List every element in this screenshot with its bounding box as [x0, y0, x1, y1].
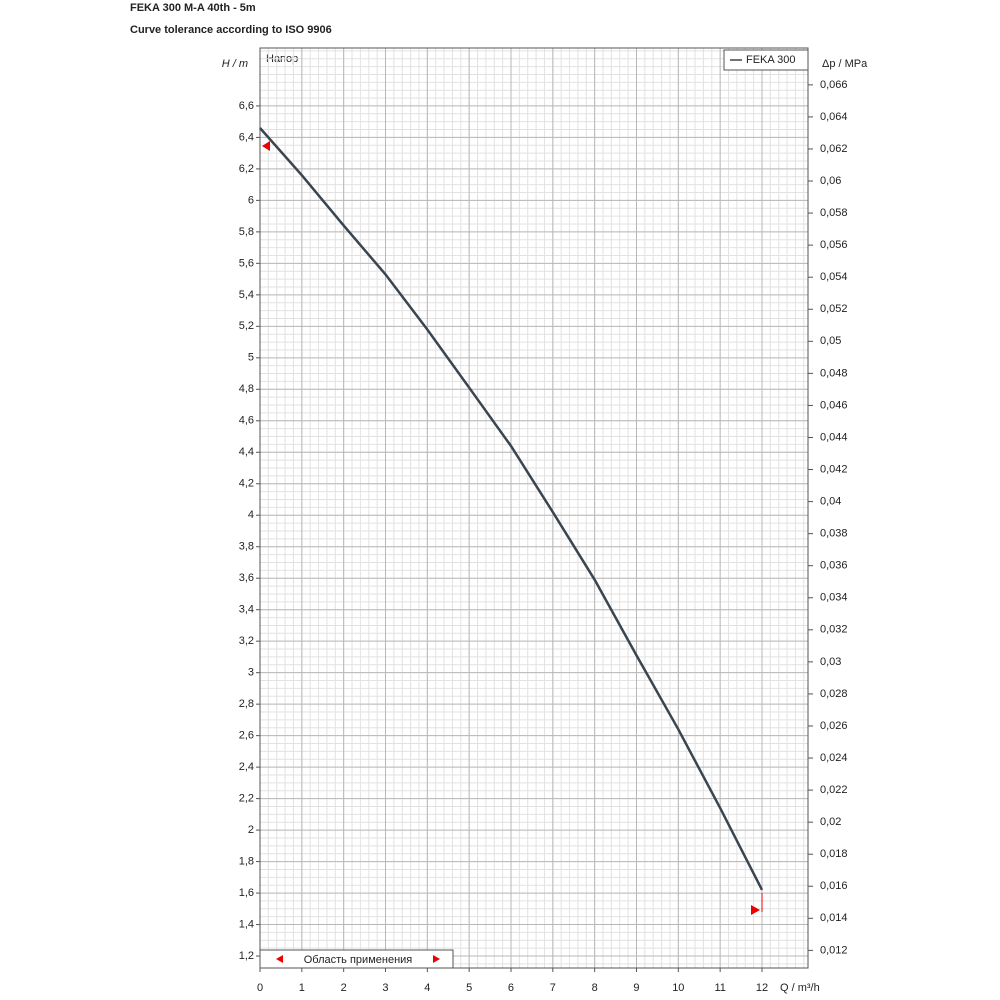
y-tick-label: 1,4	[239, 918, 254, 930]
range-box	[259, 949, 454, 969]
y2-tick-label: 0,042	[820, 463, 848, 475]
y-tick-label: 3,8	[239, 541, 254, 553]
range-arrow-left	[276, 955, 283, 963]
y-tick-label: 5,2	[239, 320, 254, 332]
y-tick-label: 5,6	[239, 257, 254, 269]
y-tick-label: 4	[248, 509, 254, 521]
plot-frame	[259, 47, 809, 969]
y2-tick-label: 0,032	[820, 624, 848, 636]
y-tick-label: 4,6	[239, 415, 254, 427]
y-tick-label: 6,6	[239, 100, 254, 112]
y-tick-label: 1,6	[239, 887, 254, 899]
y2-tick-label: 0,026	[820, 720, 848, 732]
y-tick-label: 2,4	[239, 761, 254, 773]
y2-tick-label: 0,044	[820, 431, 848, 443]
y2-tick-label: 0,05	[820, 335, 841, 347]
y-tick-label: 4,2	[239, 478, 254, 490]
y-tick-label: 6	[248, 194, 254, 206]
chart-subtitle: Curve tolerance according to ISO 9906	[130, 24, 332, 36]
y2-tick-label: 0,02	[820, 816, 841, 828]
y-tick-label: 3,4	[239, 604, 254, 616]
y2-tick-label: 0,036	[820, 560, 848, 572]
y2-tick-label: 0,062	[820, 143, 848, 155]
tolerance-marker	[751, 905, 760, 915]
x-tick-label: 8	[592, 982, 598, 994]
y2-tick-label: 0,018	[820, 848, 848, 860]
y2-tick-label: 0,058	[820, 207, 848, 219]
y2-tick-label: 0,028	[820, 688, 848, 700]
y-tick-label: 5	[248, 352, 254, 364]
y-tick-label: 3,6	[239, 572, 254, 584]
x-tick-label: 3	[382, 982, 388, 994]
y2-tick-label: 0,054	[820, 271, 848, 283]
y-tick-label: 6,2	[239, 163, 254, 175]
y2-axis-label: Δp / MPa	[822, 58, 868, 70]
y2-tick-label: 0,04	[820, 495, 841, 507]
x-tick-label: 1	[299, 982, 305, 994]
y-tick-label: 3,2	[239, 635, 254, 647]
x-tick-label: 0	[257, 982, 263, 994]
y2-tick-label: 0,048	[820, 367, 848, 379]
x-tick-label: 10	[672, 982, 684, 994]
y2-tick-label: 0,016	[820, 880, 848, 892]
y-tick-label: 2,2	[239, 793, 254, 805]
x-tick-label: 4	[424, 982, 430, 994]
y-tick-label: 4,8	[239, 383, 254, 395]
y2-tick-label: 0,066	[820, 79, 848, 91]
y2-tick-label: 0,014	[820, 912, 848, 924]
y2-tick-label: 0,038	[820, 528, 848, 540]
x-tick-label: 12	[756, 982, 768, 994]
y2-tick-label: 0,034	[820, 592, 848, 604]
legend-label: FEKA 300	[746, 54, 796, 66]
y-tick-label: 1,8	[239, 855, 254, 867]
series-line	[259, 127, 764, 891]
y2-tick-label: 0,024	[820, 752, 848, 764]
y2-tick-label: 0,056	[820, 239, 848, 251]
y2-tick-label: 0,064	[820, 111, 848, 123]
y2-tick-label: 0,046	[820, 399, 848, 411]
y-tick-label: 2	[248, 824, 254, 836]
y2-tick-label: 0,022	[820, 784, 848, 796]
x-tick-label: 2	[341, 982, 347, 994]
range-label: Область применения	[304, 954, 413, 966]
y-tick-label: 4,4	[239, 446, 254, 458]
y2-tick-label: 0,012	[820, 944, 848, 956]
tolerance-marker	[262, 141, 270, 151]
chart-title: FEKA 300 M-A 40th - 5m	[130, 2, 256, 14]
x-tick-label: 11	[714, 982, 725, 994]
x-tick-label: 9	[633, 982, 639, 994]
y-tick-label: 5,4	[239, 289, 254, 301]
y-tick-label: 5,8	[239, 226, 254, 238]
x-tick-label: 6	[508, 982, 514, 994]
range-arrow-right	[433, 955, 440, 963]
grid	[259, 48, 808, 968]
y-tick-label: 1,2	[239, 950, 254, 962]
y-tick-label: 2,6	[239, 730, 254, 742]
x-tick-label: 5	[466, 982, 472, 994]
legend-box	[723, 49, 809, 71]
y2-tick-label: 0,052	[820, 303, 848, 315]
y-tick-label: 3	[248, 667, 254, 679]
y-tick-label: 6,4	[239, 131, 254, 143]
y2-tick-label: 0,06	[820, 175, 841, 187]
y-axis-label: H / m	[222, 58, 248, 70]
y-tick-label: 2,8	[239, 698, 254, 710]
x-tick-label: 7	[550, 982, 556, 994]
y2-tick-label: 0,03	[820, 656, 841, 668]
x-axis-label: Q / m³/h	[780, 982, 820, 994]
